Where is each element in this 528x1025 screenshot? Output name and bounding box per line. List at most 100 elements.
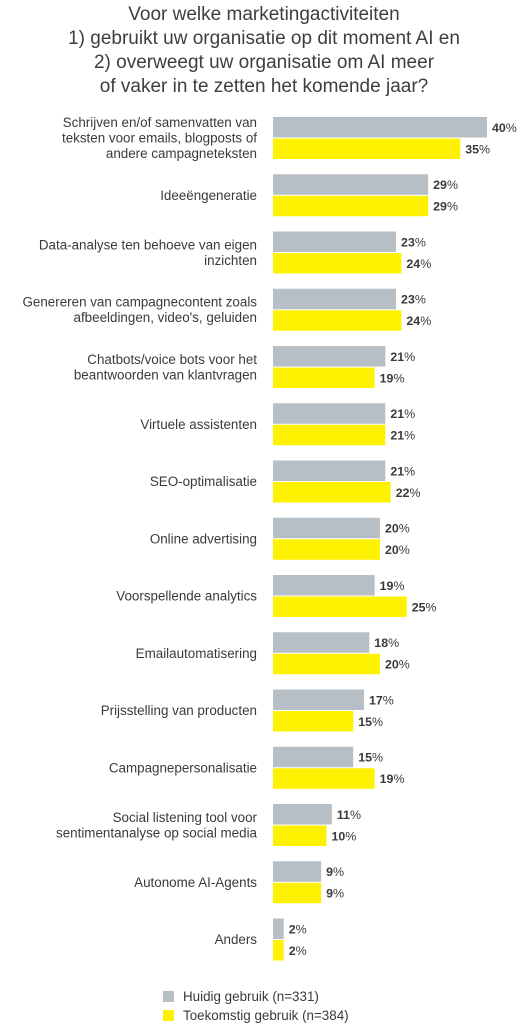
bar-group: Genereren van campagnecontent zoals afbee… <box>23 288 431 331</box>
category-label-line: Schrijven en/of samenvatten van <box>63 115 257 130</box>
value-suffix: % <box>333 865 344 879</box>
value-label-current: 21% <box>390 464 415 478</box>
bar-current <box>273 517 380 539</box>
bar-future <box>273 825 327 846</box>
value-label-future: 25% <box>412 600 437 614</box>
category-label: Chatbots/voice bots voor het beantwoorden… <box>74 352 257 383</box>
legend-item-current: Huidig gebruik (n=331) <box>163 987 349 1006</box>
bar-future <box>273 768 375 789</box>
legend-label-future: Toekomstig gebruik (n=384) <box>183 1008 349 1023</box>
category-label: Online advertising <box>150 531 257 546</box>
chart-title-line: 1) gebruikt uw organisatie op dit moment… <box>68 28 460 49</box>
legend-swatch-current <box>163 991 174 1002</box>
category-label: Genereren van campagnecontent zoals afbee… <box>23 295 258 326</box>
value-label-current: 23% <box>401 235 426 249</box>
value-number: 23 <box>401 235 415 249</box>
category-label: Schrijven en/of samenvatten van teksten v… <box>62 115 257 161</box>
legend-swatch-future <box>163 1010 174 1021</box>
value-suffix: % <box>372 751 383 765</box>
value-suffix: % <box>409 486 420 500</box>
bar-chart: Schrijven en/of samenvatten van teksten v… <box>23 115 517 961</box>
value-label-future: 29% <box>433 200 458 214</box>
category-label-line: Social listening tool voor <box>113 810 258 825</box>
bar-current <box>273 403 386 424</box>
bar-current <box>273 460 386 481</box>
value-suffix: % <box>399 522 410 536</box>
value-number: 21 <box>390 350 404 364</box>
value-number: 25 <box>412 600 426 614</box>
bar-future <box>273 482 391 503</box>
value-suffix: % <box>479 142 490 156</box>
category-label: Autonome AI-Agents <box>134 875 257 890</box>
value-number: 35 <box>465 142 479 156</box>
value-number: 20 <box>385 543 399 557</box>
value-label-future: 15% <box>358 715 383 729</box>
bar-current <box>273 861 322 882</box>
value-suffix: % <box>296 944 307 958</box>
value-label-current: 18% <box>374 636 399 650</box>
category-label-line: Chatbots/voice bots voor het <box>87 352 257 367</box>
value-label-future: 24% <box>406 257 431 271</box>
value-suffix: % <box>345 829 356 843</box>
value-label-current: 40% <box>492 121 517 135</box>
value-number: 29 <box>433 200 447 214</box>
legend-label-current: Huidig gebruik (n=331) <box>183 989 319 1004</box>
category-label-line: sentimentanalyse op social media <box>56 825 258 840</box>
value-label-future: 24% <box>406 314 431 328</box>
bar-group: Data-analyse ten behoeve van eigen inzich… <box>39 231 431 274</box>
value-label-future: 35% <box>465 142 490 156</box>
value-label-future: 20% <box>385 543 410 557</box>
value-suffix: % <box>447 200 458 214</box>
value-label-future: 9% <box>326 887 344 901</box>
value-number: 22 <box>396 486 410 500</box>
category-label-line: Virtuele assistenten <box>140 417 257 432</box>
value-number: 20 <box>385 658 399 672</box>
value-suffix: % <box>296 922 307 936</box>
value-suffix: % <box>404 350 415 364</box>
value-number: 29 <box>433 178 447 192</box>
bar-current <box>273 804 332 825</box>
value-number: 21 <box>390 407 404 421</box>
value-label-current: 29% <box>433 178 458 192</box>
value-label-future: 20% <box>385 658 410 672</box>
category-label-line: Voorspellende analytics <box>116 589 257 604</box>
bar-future <box>273 253 402 274</box>
value-number: 10 <box>332 829 346 843</box>
value-number: 18 <box>374 636 388 650</box>
value-label-current: 15% <box>358 751 383 765</box>
bar-future <box>273 310 402 331</box>
bar-current <box>273 632 370 653</box>
category-label-line: Emailautomatisering <box>136 646 257 661</box>
bar-group: Autonome AI-Agents 9% 9% <box>134 861 344 904</box>
value-suffix: % <box>506 121 517 135</box>
value-suffix: % <box>383 693 394 707</box>
category-label: Emailautomatisering <box>136 646 257 661</box>
chart-title: Voor welke marketingactiviteiten 1) gebr… <box>0 3 528 99</box>
value-suffix: % <box>350 808 361 822</box>
value-number: 17 <box>369 693 383 707</box>
value-number: 19 <box>380 579 394 593</box>
value-label-current: 11% <box>337 808 361 822</box>
value-label-current: 20% <box>385 522 410 536</box>
bar-future <box>273 882 322 904</box>
bar-group: Social listening tool voor sentimentanaly… <box>56 804 361 846</box>
chart-title-line: 2) overweegt uw organisatie om AI meer <box>93 52 435 73</box>
value-suffix: % <box>393 772 404 786</box>
category-label-line: Ideeëngeneratie <box>160 188 257 203</box>
bar-future <box>273 424 386 446</box>
value-number: 21 <box>390 464 404 478</box>
bar-future <box>273 138 461 159</box>
value-label-future: 21% <box>390 429 415 443</box>
category-label: Data-analyse ten behoeve van eigen inzich… <box>39 237 257 268</box>
value-number: 24 <box>406 257 420 271</box>
value-label-future: 22% <box>396 486 421 500</box>
value-label-current: 21% <box>390 407 415 421</box>
value-label-current: 17% <box>369 693 394 707</box>
value-suffix: % <box>404 429 415 443</box>
value-number: 9 <box>326 865 333 879</box>
